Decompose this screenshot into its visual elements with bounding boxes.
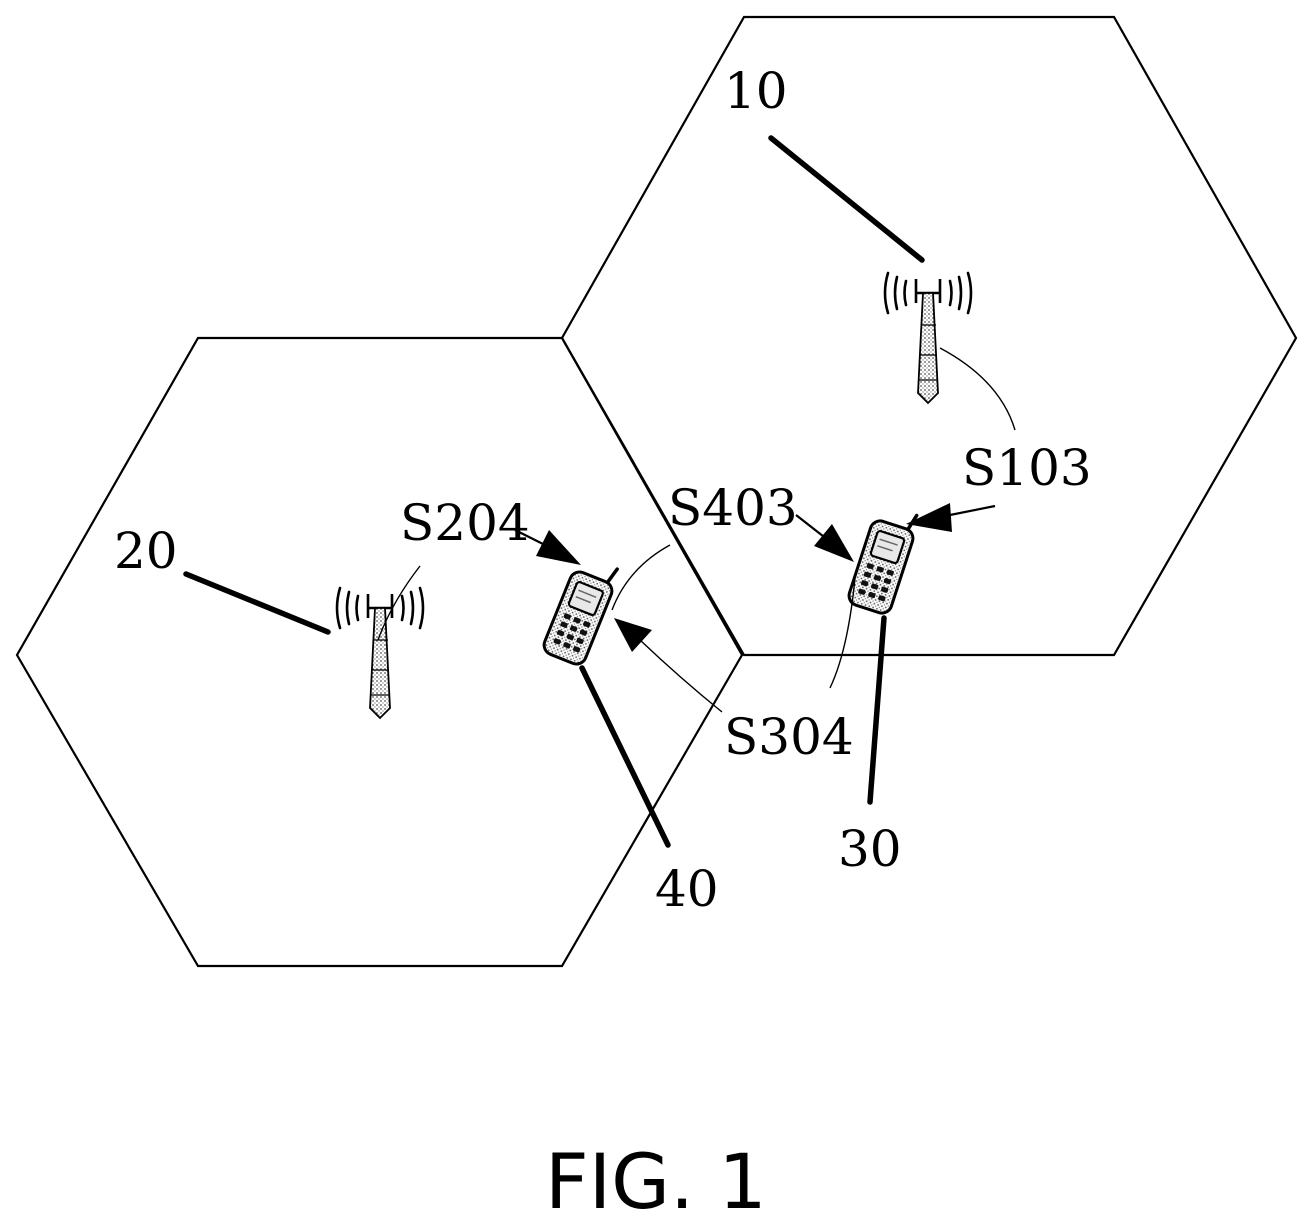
leader-line-40 [582,668,668,845]
label-s403: S403 [668,479,798,537]
signal-curve-s103 [940,348,1015,430]
label-s304: S304 [724,708,854,766]
antenna-tower-icon [885,273,971,403]
arrowhead-s204 [536,530,581,565]
leader-line-30 [870,618,884,802]
arrow-line-s304 [640,640,722,712]
leader-line-20 [186,574,328,632]
label-20: 20 [114,522,178,580]
label-10: 10 [724,62,788,120]
label-s103: S103 [962,439,1092,497]
base-station-10: 10 [724,62,971,403]
arrowhead-s103 [906,503,952,532]
antenna-tower-icon [337,588,423,718]
arrowhead-s403 [814,524,854,562]
step-s403: S403 [612,479,854,610]
step-s204: S204 [378,494,581,640]
mobile-phone-icon [541,554,621,667]
base-station-20: 20 [114,522,423,718]
step-s304: S304 [614,578,855,766]
label-30: 30 [838,820,902,878]
terminal-40: 40 [541,554,719,918]
figure-caption: FIG. 1 [545,1137,767,1226]
label-40: 40 [655,860,719,918]
leader-line-10 [771,138,922,260]
label-s204: S204 [400,494,530,552]
mobile-phone-icon [846,503,920,616]
signal-curve-s403 [612,545,670,610]
